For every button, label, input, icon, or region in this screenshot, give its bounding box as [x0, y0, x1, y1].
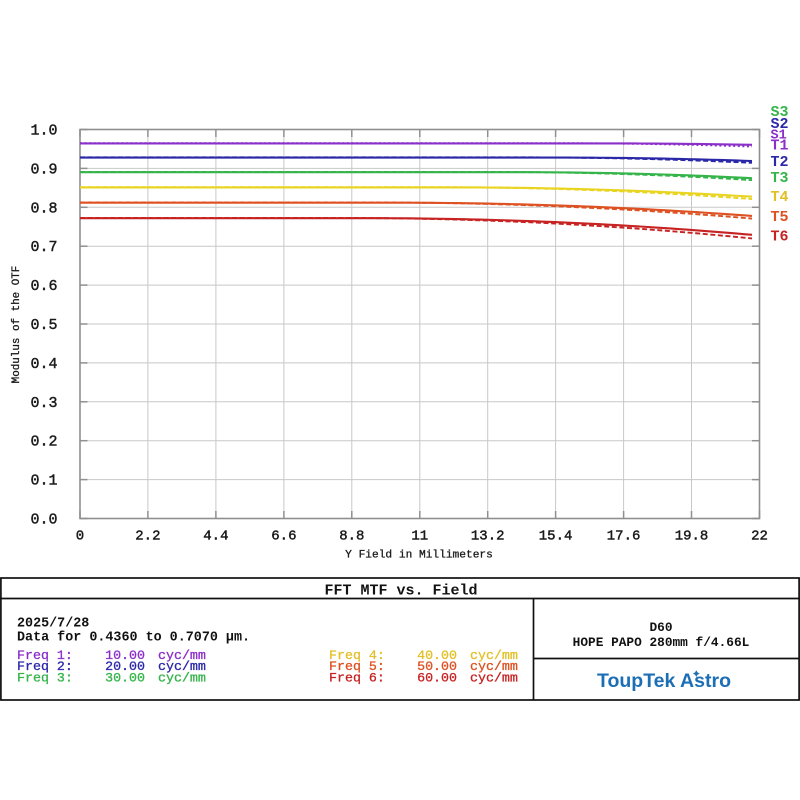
svg-text:60.00: 60.00 — [417, 671, 457, 686]
svg-text:4.4: 4.4 — [203, 529, 228, 545]
svg-text:1.0: 1.0 — [30, 123, 57, 140]
svg-text:11: 11 — [411, 529, 428, 545]
svg-text:T3: T3 — [771, 170, 789, 187]
svg-text:6.6: 6.6 — [271, 529, 296, 545]
svg-text:cyc/mm: cyc/mm — [158, 648, 206, 663]
svg-text:Data for 0.4360 to 0.7070 µm.: Data for 0.4360 to 0.7070 µm. — [17, 631, 250, 646]
svg-text:Freq 3:: Freq 3: — [17, 671, 73, 686]
svg-text:cyc/mm: cyc/mm — [158, 671, 206, 686]
svg-text:0.1: 0.1 — [30, 473, 57, 490]
svg-text:cyc/mm: cyc/mm — [470, 659, 518, 674]
svg-text:cyc/mm: cyc/mm — [470, 671, 518, 686]
svg-text:Freq 5:: Freq 5: — [329, 659, 385, 674]
svg-text:50.00: 50.00 — [417, 659, 457, 674]
svg-text:D60: D60 — [649, 620, 672, 635]
svg-text:10.00: 10.00 — [105, 648, 145, 663]
svg-text:8.8: 8.8 — [339, 529, 364, 545]
svg-text:0.8: 0.8 — [30, 200, 57, 217]
svg-text:40.00: 40.00 — [417, 648, 457, 663]
svg-text:13.2: 13.2 — [471, 529, 505, 545]
svg-text:FFT MTF vs. Field: FFT MTF vs. Field — [324, 583, 477, 600]
svg-text:17.6: 17.6 — [607, 529, 641, 545]
svg-text:HOPE PAPO 280mm f/4.66L: HOPE PAPO 280mm f/4.66L — [573, 635, 750, 650]
svg-text:T1: T1 — [771, 138, 789, 155]
svg-text:cyc/mm: cyc/mm — [470, 648, 518, 663]
svg-text:19.8: 19.8 — [675, 529, 709, 545]
svg-text:cyc/mm: cyc/mm — [158, 659, 206, 674]
svg-text:0.3: 0.3 — [30, 395, 57, 412]
svg-text:Freq 1:: Freq 1: — [17, 648, 73, 663]
svg-text:S3: S3 — [771, 104, 789, 121]
svg-text:2.2: 2.2 — [135, 529, 160, 545]
svg-text:22: 22 — [751, 529, 768, 545]
svg-text:15.4: 15.4 — [539, 529, 573, 545]
svg-text:0.5: 0.5 — [30, 317, 57, 334]
svg-text:T6: T6 — [771, 228, 789, 245]
svg-text:0: 0 — [76, 529, 84, 545]
svg-text:2025/7/28: 2025/7/28 — [17, 617, 89, 632]
svg-text:S2: S2 — [771, 116, 789, 133]
svg-text:S1: S1 — [771, 128, 787, 143]
svg-text:0.4: 0.4 — [30, 356, 57, 373]
svg-text:Freq 4:: Freq 4: — [329, 648, 385, 663]
svg-text:0.6: 0.6 — [30, 278, 57, 295]
svg-text:0.7: 0.7 — [30, 239, 57, 256]
svg-text:0.9: 0.9 — [30, 161, 57, 178]
svg-text:Freq 6:: Freq 6: — [329, 671, 385, 686]
svg-text:Y Field in Millimeters: Y Field in Millimeters — [345, 550, 493, 562]
svg-text:0.0: 0.0 — [30, 512, 57, 529]
svg-text:T2: T2 — [771, 154, 789, 171]
svg-text:Freq 2:: Freq 2: — [17, 659, 73, 674]
svg-text:20.00: 20.00 — [105, 659, 145, 674]
svg-text:T4: T4 — [771, 189, 789, 206]
svg-text:ToupTek Astro: ToupTek Astro — [597, 670, 731, 692]
svg-text:T5: T5 — [771, 209, 789, 226]
svg-text:Modulus of the OTF: Modulus of the OTF — [11, 266, 23, 384]
svg-text:0.2: 0.2 — [30, 434, 57, 451]
svg-text:30.00: 30.00 — [105, 671, 145, 686]
